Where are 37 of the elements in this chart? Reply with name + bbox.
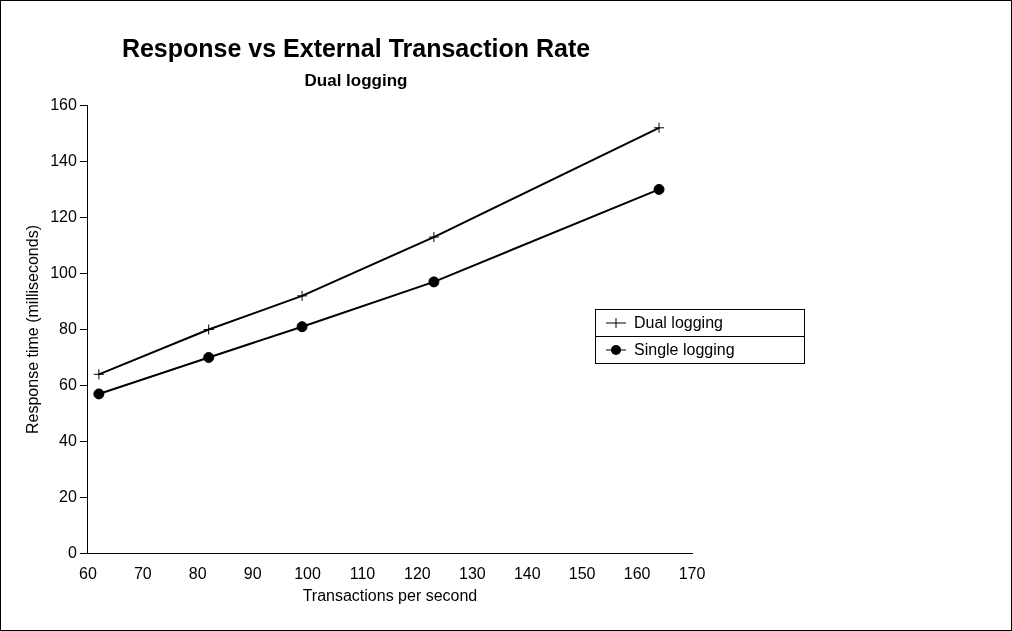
y-tick-label: 120 (50, 207, 77, 225)
x-tick-label: 150 (568, 564, 596, 582)
point (93, 368, 105, 380)
x-tick-label: 130 (458, 564, 486, 582)
y-axis-title: Response time (milliseconds) (24, 225, 42, 434)
y-tick-label: 0 (67, 544, 77, 562)
point (203, 324, 215, 335)
y-tick-label: 60 (59, 375, 77, 393)
point (653, 122, 665, 134)
y-tick-label: 20 (59, 487, 77, 505)
x-tick-label: 70 (133, 564, 152, 582)
x-tick-label: 80 (188, 564, 207, 582)
x-tick-label: 100 (294, 564, 322, 582)
chart-title: Response vs External Transaction Rate (121, 33, 591, 62)
point (203, 352, 215, 364)
x-tick-label: 90 (243, 564, 262, 582)
x-tick-label: 160 (623, 564, 651, 582)
x-axis-title: Transactions per second (302, 586, 478, 604)
y-tick-label: 80 (59, 319, 77, 337)
y-tick-label: 140 (50, 151, 77, 169)
x-tick-label: 120 (404, 564, 431, 582)
x-tick-label: 140 (513, 564, 541, 582)
point (428, 276, 440, 288)
x-tick-label: 60 (79, 564, 97, 582)
y-tick-label: 40 (59, 431, 77, 449)
chart-subtitle: Dual logging (304, 70, 408, 90)
point (93, 388, 105, 400)
x-tick-label: 110 (349, 564, 376, 582)
y-tick-label: 100 (50, 263, 77, 281)
point (296, 321, 308, 333)
legend-label: Single logging (634, 340, 735, 359)
point (428, 231, 440, 243)
legend-label: Dual logging (634, 313, 723, 332)
x-tick-label: 170 (678, 564, 706, 582)
point (653, 183, 665, 195)
y-tick-label: 160 (50, 95, 77, 113)
point (296, 290, 308, 302)
